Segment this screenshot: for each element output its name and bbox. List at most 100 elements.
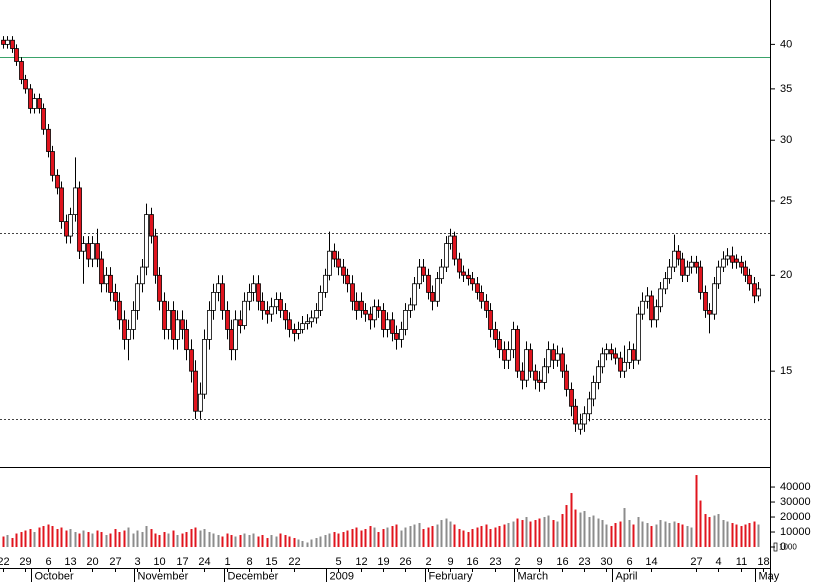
candle-body bbox=[32, 98, 37, 109]
x-tick-label: 23 bbox=[578, 556, 590, 568]
volume-bar bbox=[185, 532, 188, 548]
candle-body bbox=[479, 292, 484, 302]
candle-body bbox=[466, 274, 471, 280]
candle-body bbox=[403, 310, 408, 330]
x-tick-label: 9 bbox=[536, 556, 542, 568]
candle-body bbox=[604, 349, 609, 355]
volume-bar bbox=[570, 493, 573, 548]
candle-body bbox=[542, 366, 547, 383]
month-label: November bbox=[138, 570, 189, 582]
x-tick-label: 26 bbox=[399, 556, 411, 568]
volume-bar bbox=[243, 533, 246, 548]
month-label: December bbox=[228, 570, 279, 582]
volume-bar bbox=[176, 535, 179, 548]
candle-body bbox=[140, 266, 145, 285]
volume-bar bbox=[650, 526, 653, 548]
volume-bar bbox=[574, 509, 577, 548]
volume-bar bbox=[167, 533, 170, 548]
candle-body bbox=[23, 79, 28, 90]
volume-bar bbox=[498, 526, 501, 548]
y-tick-label: 30 bbox=[780, 134, 792, 146]
candle-body bbox=[5, 39, 10, 45]
candle-body bbox=[59, 187, 64, 222]
x-tick-label: 5 bbox=[335, 556, 341, 568]
candle-body bbox=[131, 310, 136, 330]
y-tick-label: 25 bbox=[780, 195, 792, 207]
candle-body bbox=[233, 319, 238, 351]
candle-body bbox=[354, 300, 359, 311]
volume-bar bbox=[673, 521, 676, 548]
volume-bar bbox=[297, 539, 300, 548]
volume-bar bbox=[342, 532, 345, 548]
volume-bar bbox=[462, 530, 465, 548]
volume-bar bbox=[458, 529, 461, 548]
volume-bar bbox=[507, 523, 510, 548]
candle-body bbox=[225, 310, 230, 330]
volume-bar bbox=[136, 530, 139, 548]
volume-bar bbox=[373, 527, 376, 548]
x-tick-label: 27 bbox=[690, 556, 702, 568]
volume-bar bbox=[583, 511, 586, 548]
candle-body bbox=[157, 274, 162, 302]
candle-body bbox=[613, 353, 618, 359]
candle-body bbox=[680, 258, 685, 276]
x-tick-label: 14 bbox=[645, 556, 657, 568]
volume-bar bbox=[731, 523, 734, 548]
volume-bar bbox=[601, 520, 604, 548]
candle-body bbox=[515, 329, 520, 372]
volume-bar bbox=[610, 526, 613, 548]
volume-bar bbox=[226, 533, 229, 548]
volume-bar bbox=[199, 530, 202, 548]
candle-body bbox=[202, 339, 207, 395]
volume-bar bbox=[386, 527, 389, 548]
volume-bar bbox=[467, 532, 470, 548]
volume-bar bbox=[154, 533, 157, 548]
x-tick-label: 3 bbox=[134, 556, 140, 568]
volume-bar bbox=[221, 536, 224, 548]
candle-body bbox=[600, 353, 605, 368]
volume-bar bbox=[150, 529, 153, 548]
volume-bar bbox=[360, 530, 363, 548]
candle-body bbox=[14, 48, 19, 62]
candle-body bbox=[238, 319, 243, 326]
volume-bar bbox=[145, 526, 148, 548]
volume-bar bbox=[301, 541, 304, 548]
volume-bar bbox=[377, 532, 380, 548]
candle-body bbox=[46, 128, 51, 152]
candle-body bbox=[551, 349, 556, 361]
candle-body bbox=[707, 310, 712, 315]
candle-body bbox=[108, 274, 113, 293]
candle-body bbox=[64, 221, 69, 237]
candle-body bbox=[546, 349, 551, 368]
volume-bar bbox=[561, 514, 564, 548]
volume-bar bbox=[436, 524, 439, 548]
volume-bar bbox=[364, 529, 367, 548]
volume-bar bbox=[270, 535, 273, 548]
x-tick-label: 22 bbox=[0, 556, 10, 568]
candle-body bbox=[198, 393, 203, 412]
candle-body bbox=[636, 313, 641, 361]
volume-bar bbox=[78, 533, 81, 548]
candle-body bbox=[385, 319, 390, 330]
candle-body bbox=[712, 283, 717, 315]
candle-body bbox=[162, 300, 167, 330]
candle-body bbox=[318, 292, 323, 311]
volume-bar bbox=[704, 514, 707, 548]
x-tick-label: 22 bbox=[288, 556, 300, 568]
candle-body bbox=[725, 255, 730, 260]
candle-body bbox=[300, 323, 305, 330]
volume-bar bbox=[217, 535, 220, 548]
candle-body bbox=[135, 283, 140, 311]
candle-body bbox=[654, 306, 659, 321]
x-tick-label: 6 bbox=[45, 556, 51, 568]
candle-body bbox=[117, 300, 122, 321]
candle-body bbox=[685, 266, 690, 276]
candle-body bbox=[372, 306, 377, 321]
candle-body bbox=[251, 283, 256, 293]
volume-bar bbox=[132, 533, 135, 548]
volume-bar bbox=[275, 536, 278, 548]
volume-bar bbox=[512, 521, 515, 548]
candle-body bbox=[578, 423, 583, 430]
candle-body bbox=[573, 405, 578, 425]
volume-bar bbox=[190, 529, 193, 548]
